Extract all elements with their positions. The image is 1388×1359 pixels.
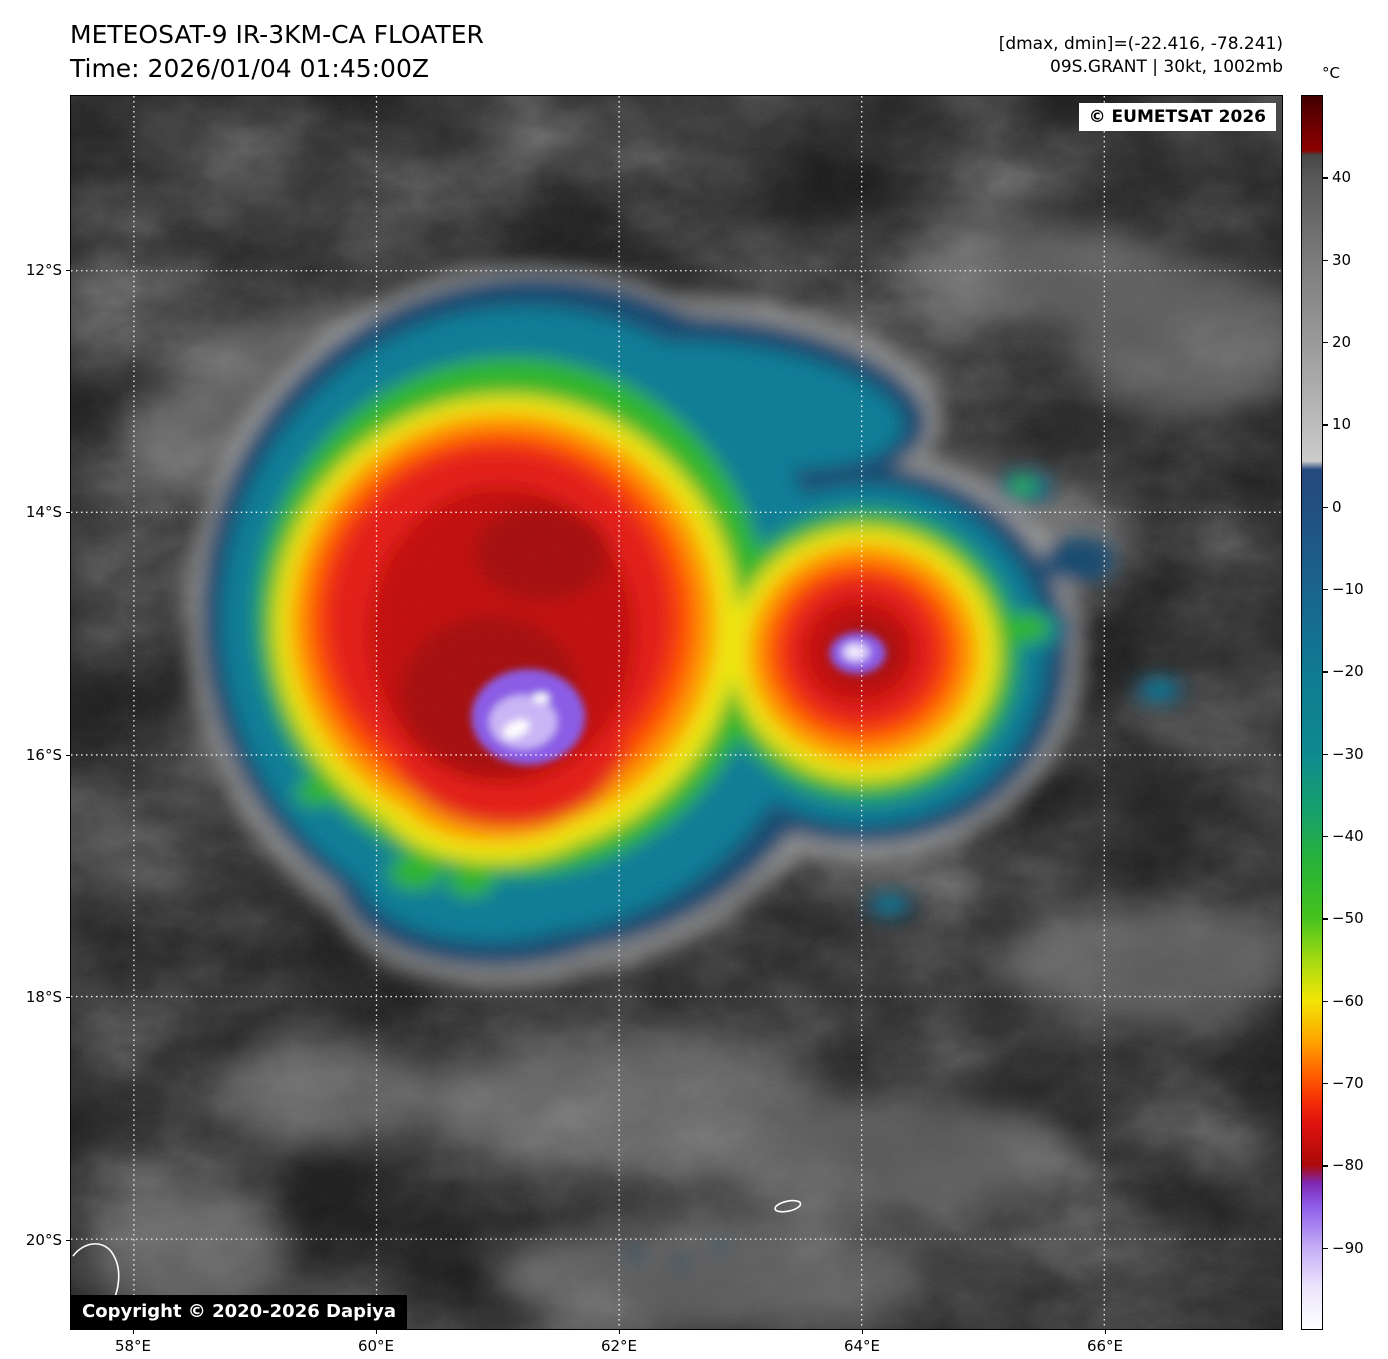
satellite-map-panel: © EUMETSAT 2026 Copyright © 2020-2026 Da… [70, 95, 1283, 1330]
colorbar-tick: 40 [1322, 168, 1352, 187]
fine-grain-overlay [71, 96, 1282, 1329]
satellite-ir-image [71, 96, 1282, 1329]
colorbar-tick: 0 [1323, 497, 1342, 516]
dapiya-copyright-badge: Copyright © 2020-2026 Dapiya [71, 1295, 408, 1329]
colorbar [1301, 95, 1323, 1330]
storm-info-readout: 09S.GRANT | 30kt, 1002mb [1050, 57, 1283, 77]
colorbar-unit-label: °C [1322, 64, 1340, 82]
colorbar-tick: −10 [1323, 580, 1364, 598]
graticule [71, 96, 1282, 1329]
colorbar-tick: −50 [1323, 909, 1364, 928]
eumetsat-copyright-badge: © EUMETSAT 2026 [1078, 103, 1276, 132]
colorbar-tick: −40 [1323, 827, 1364, 845]
y-tick-18s: 18°S [0, 988, 71, 1006]
x-tick-58e: 58°E [114, 1329, 152, 1355]
figure-title: METEOSAT-9 IR-3KM-CA FLOATER [70, 20, 484, 49]
colorbar-tick: −30 [1323, 744, 1364, 763]
dmax-dmin-readout: [dmax, dmin]=(-22.416, -78.241) [998, 34, 1283, 54]
y-tick-16s: 16°S [0, 746, 71, 764]
x-tick-60e: 60°E [357, 1329, 395, 1355]
y-tick-14s: 14°S [0, 503, 71, 521]
colorbar-tick: −90 [1323, 1238, 1364, 1257]
x-tick-64e: 64°E [843, 1329, 881, 1355]
colorbar-tick: 10 [1322, 415, 1352, 434]
x-tick-62e: 62°E [600, 1329, 638, 1355]
y-tick-12s: 12°S [0, 261, 71, 279]
colorbar-tick: 20 [1322, 333, 1352, 351]
colorbar-tick: −70 [1323, 1074, 1364, 1092]
y-tick-20s: 20°S [0, 1231, 71, 1249]
colorbar-tick: −80 [1323, 1156, 1364, 1175]
x-tick-66e: 66°E [1086, 1329, 1124, 1355]
colorbar-tick: 30 [1322, 250, 1352, 269]
colorbar-tick: −20 [1323, 662, 1364, 681]
colorbar-tick: −60 [1323, 991, 1364, 1010]
colorbar-ticks: 40 30 20 10 0 −10 −20 −30 −40 −50 −60 −7… [1322, 95, 1386, 1330]
figure-time: Time: 2026/01/04 01:45:00Z [70, 54, 429, 83]
